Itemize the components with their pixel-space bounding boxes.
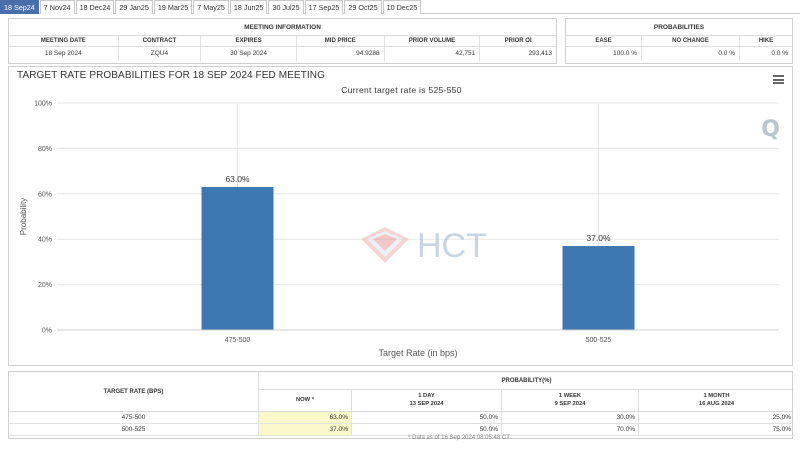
prior-oi-value: 293,413 — [528, 50, 553, 57]
chart-title: TARGET RATE PROBABILITIES FOR 18 SEP 202… — [17, 70, 325, 81]
bar — [201, 186, 274, 330]
target-rate-chart: 0% 20% 40% 60% 80% 100% 63.0% 475-500 37.0% 500-5… — [8, 66, 793, 366]
probabilities-title: PROBABILITIES — [566, 19, 792, 36]
tab-30-jul25[interactable]: 30 Jul25 — [268, 0, 304, 14]
header-now: NOW * — [259, 390, 352, 412]
meeting-information-value-row: 18 Sep 2024 ZQU4 30 Sep 2024 94.9288 42,… — [9, 47, 556, 61]
tab-7-may25[interactable]: 7 May25 — [193, 0, 229, 14]
mid-price-value: 94.9288 — [297, 47, 385, 61]
header-expires: EXPIRES — [201, 36, 297, 46]
meeting-tabs: 18 Sep24 7 Nov24 18 Dec24 29 Jan25 19 Ma… — [0, 0, 800, 14]
header-prior-oi: PRIOR OI — [504, 38, 532, 44]
tab-29-jan25[interactable]: 29 Jan25 — [115, 0, 153, 14]
header-1-week-label: 1 WEEK — [558, 393, 582, 399]
y-tick-label: 40% — [38, 237, 52, 244]
bar — [562, 246, 635, 330]
header-hike: HIKE — [758, 38, 774, 44]
x-tick-label: 475-500 — [225, 337, 251, 344]
header-1-day-date: 13 SEP 2024 — [409, 400, 444, 407]
tab-17-sep25[interactable]: 17 Sep25 — [304, 0, 344, 14]
y-tick-label: 20% — [38, 282, 52, 289]
tab-10-dec25[interactable]: 10 Dec25 — [382, 0, 422, 14]
table-row: 475-500 63.0% 50.0% 30.0% 25.0% — [9, 412, 794, 424]
week-cell: 30.0% — [502, 412, 639, 424]
now-cell: 63.0% — [259, 412, 352, 424]
probabilities-header-row: EASE NO CHANGE HIKE — [566, 36, 792, 47]
tab-7-nov24[interactable]: 7 Nov24 — [39, 0, 75, 14]
data-timestamp-note: * Data as of 16 Sep 2024 08:05:48 CT — [408, 435, 510, 441]
header-1-week-date: 9 SEP 2024 — [554, 400, 586, 407]
table-row: 500-525 37.0% 50.0% 70.0% 75.0% — [9, 424, 794, 436]
probabilities-value-row: 100.0 % 0.0 % 0.0 % — [566, 47, 792, 61]
y-tick-label: 100% — [34, 101, 52, 108]
header-1-month: 1 MONTH 16 AUG 2024 — [639, 390, 794, 412]
tab-18-jun25[interactable]: 18 Jun25 — [229, 0, 268, 14]
header-1-month-date: 16 AUG 2024 — [698, 400, 735, 407]
header-1-day-label: 1 DAY — [418, 393, 435, 399]
tab-18-sep24[interactable]: 18 Sep24 — [0, 0, 39, 14]
meeting-date-value: 18 Sep 2024 — [9, 47, 119, 61]
contract-value: ZQU4 — [119, 47, 202, 61]
data-label: 63.0% — [225, 174, 250, 184]
target-rate-probability-table: TARGET RATE (BPS) PROBABILITY(%) NOW * 1… — [8, 371, 794, 441]
expires-value: 30 Sep 2024 — [201, 47, 297, 61]
header-target-rate: TARGET RATE (BPS) — [9, 372, 259, 412]
ease-value: 100.0 % — [566, 47, 642, 61]
no-change-value: 0.0 % — [642, 47, 740, 61]
header-prior-volume: PRIOR VOLUME — [385, 36, 481, 46]
prior-volume-value: 42,751 — [385, 47, 481, 61]
data-label: 37.0% — [586, 233, 611, 243]
chart-canvas: 0% 20% 40% 60% 80% 100% 63.0% 475-500 37.0% 500-5… — [19, 101, 779, 358]
now-cell: 37.0% — [259, 424, 352, 436]
header-1-day: 1 DAY 13 SEP 2024 — [352, 390, 502, 412]
x-axis-title: Target Rate (in bps) — [378, 348, 457, 358]
day-cell: 50.0% — [352, 424, 502, 436]
probabilities-table: PROBABILITIES EASE NO CHANGE HIKE 100.0 … — [565, 18, 793, 64]
chart-subtitle: Current target rate is 525-550 — [341, 85, 462, 95]
header-ease: EASE — [566, 36, 642, 46]
header-probability: PROBABILITY(%) — [259, 372, 794, 390]
day-cell: 50.0% — [352, 412, 502, 424]
header-contract: CONTRACT — [119, 36, 202, 46]
header-no-change: NO CHANGE — [642, 36, 740, 46]
watermark-text: HCT — [417, 227, 487, 265]
month-cell: 75.0% — [639, 424, 794, 436]
meeting-information-table: MEETING INFORMATION MEETING DATE CONTRAC… — [8, 18, 557, 64]
tab-29-oct25[interactable]: 29 Oct25 — [344, 0, 382, 14]
month-cell: 25.0% — [639, 412, 794, 424]
header-1-month-label: 1 MONTH — [703, 393, 730, 399]
hct-watermark-logo: HCT — [361, 227, 487, 265]
hamburger-menu-icon[interactable] — [773, 75, 784, 84]
rate-cell: 500-525 — [9, 424, 259, 436]
rate-cell: 475-500 — [9, 412, 259, 424]
meeting-information-title: MEETING INFORMATION — [9, 19, 556, 36]
header-1-week: 1 WEEK 9 SEP 2024 — [502, 390, 639, 412]
header-meeting-date: MEETING DATE — [9, 36, 119, 46]
y-axis-title: Probability — [19, 198, 28, 235]
y-tick-label: 0% — [42, 328, 52, 335]
header-now-label: NOW * — [295, 397, 315, 403]
tab-18-dec24[interactable]: 18 Dec24 — [75, 0, 115, 14]
hike-value: 0.0 % — [771, 50, 788, 57]
header-mid-price: MID PRICE — [297, 36, 385, 46]
q-logo-icon: Q — [761, 117, 780, 142]
y-tick-label: 60% — [38, 191, 52, 198]
tab-19-mar25[interactable]: 19 Mar25 — [153, 0, 193, 14]
week-cell: 70.0% — [502, 424, 639, 436]
x-tick-label: 500-525 — [586, 337, 612, 344]
y-tick-label: 80% — [38, 146, 52, 153]
meeting-information-header-row: MEETING DATE CONTRACT EXPIRES MID PRICE … — [9, 36, 556, 47]
